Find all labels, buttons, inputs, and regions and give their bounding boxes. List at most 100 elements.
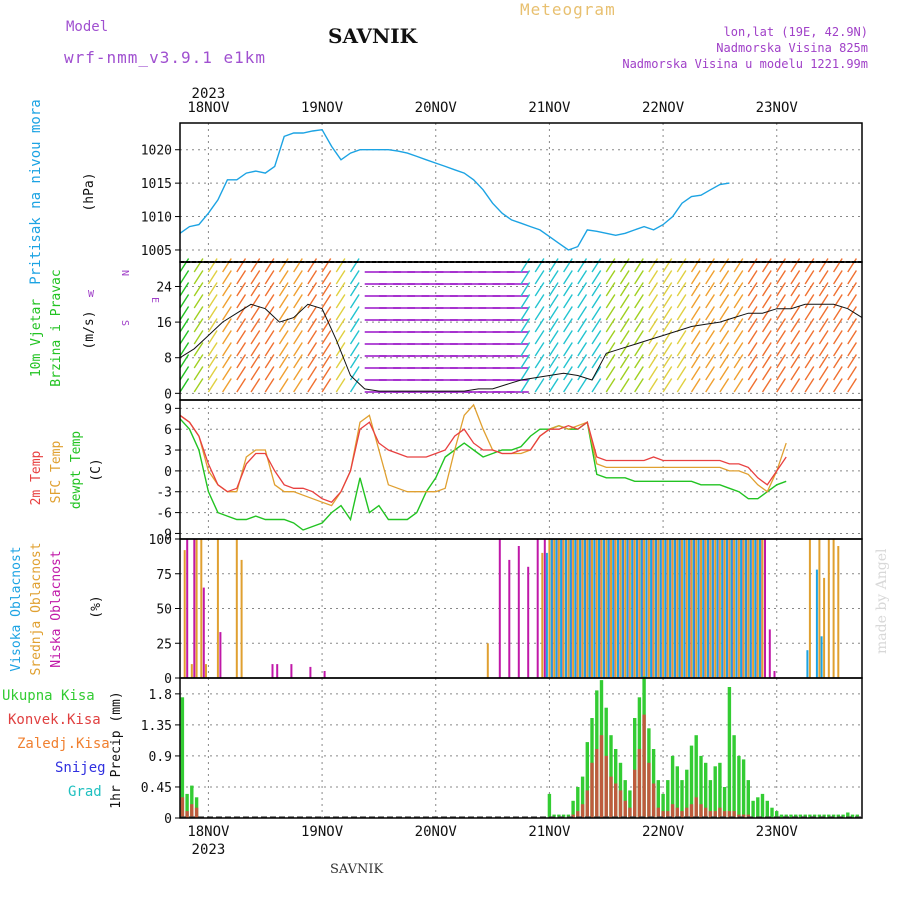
- wind-barb: [676, 366, 687, 381]
- wind-barb: [307, 330, 318, 345]
- wind-barb: [619, 258, 630, 273]
- wind-barb: [719, 366, 730, 381]
- wind-barb: [790, 318, 801, 333]
- mid-cloud-bar: [633, 539, 636, 678]
- wind-barb: [591, 294, 602, 309]
- total-precip-bar: [732, 735, 736, 818]
- total-precip-bar: [566, 814, 571, 818]
- high-cloud-bar: [697, 539, 700, 678]
- wind-barb: [648, 330, 659, 345]
- wind-barb: [563, 282, 573, 297]
- low-cloud-bar: [309, 666, 312, 678]
- mid-cloud-bar: [240, 559, 243, 678]
- wind-barb: [790, 378, 801, 393]
- wind-barb: [832, 282, 843, 297]
- wind-barb: [179, 306, 190, 321]
- wind-barb: [563, 270, 573, 285]
- wind-barb: [293, 378, 303, 393]
- wind-barb: [236, 258, 247, 273]
- low-cloud-bar: [219, 632, 222, 678]
- wind-barb: [832, 330, 843, 345]
- low-cloud-bar: [543, 539, 546, 678]
- wind-barb: [705, 318, 715, 333]
- convective-precip-bar: [190, 804, 194, 818]
- total-precip-bar: [713, 766, 717, 818]
- wind-barb: [207, 282, 218, 297]
- convective-precip-bar: [699, 804, 703, 818]
- total-precip-bar: [789, 814, 793, 818]
- wind-barb: [335, 318, 346, 333]
- y-tick-label: 24: [156, 280, 172, 295]
- convective-precip-bar: [680, 811, 684, 818]
- total-precip-bar: [760, 793, 765, 818]
- pressure-ylabel: Pritisak na nivou mora: [28, 99, 44, 284]
- wind-barb: [719, 282, 730, 297]
- low-cloud-bar: [764, 539, 766, 678]
- wind-barb: [534, 258, 545, 273]
- wind-barb: [605, 342, 616, 357]
- wind-barb: [236, 270, 247, 285]
- wind-barb: [719, 258, 730, 273]
- wind-barb: [179, 294, 190, 309]
- wind-barb: [634, 342, 644, 357]
- mid-cloud-bar: [718, 539, 721, 678]
- mid-cloud-bar: [190, 664, 193, 678]
- cloud-mid-ylabel: Srednja Oblacnost: [29, 542, 44, 675]
- wind-barb: [193, 306, 204, 321]
- low-cloud-bar: [276, 664, 279, 678]
- wind-barb: [236, 354, 247, 369]
- wind-barb: [222, 330, 232, 345]
- precip-legend-item: Zaledj.Kisa: [17, 736, 110, 752]
- wind-barb: [264, 282, 275, 297]
- mid-cloud-bar: [581, 539, 584, 678]
- wind-barb: [222, 318, 232, 333]
- wind-barb: [207, 354, 218, 369]
- sfc-temp-line: [179, 403, 787, 507]
- high-cloud-bar: [564, 539, 567, 678]
- wind-barb: [278, 354, 289, 369]
- low-cloud-bar: [323, 671, 326, 678]
- wind-barb: [690, 318, 701, 333]
- wind-barb: [250, 258, 261, 273]
- wind-barb: [548, 258, 559, 273]
- wind-barb: [591, 330, 602, 345]
- high-cloud-bar: [560, 539, 563, 678]
- wind-barb: [236, 282, 247, 297]
- wind-barb: [236, 294, 247, 309]
- total-precip-bar: [846, 812, 850, 818]
- wind-barb: [690, 294, 701, 309]
- convective-precip-bar: [704, 807, 708, 818]
- convective-precip-bar: [609, 776, 613, 818]
- wind-barb: [761, 282, 772, 297]
- y-tick-label: 0.45: [141, 781, 172, 796]
- mid-cloud-bar: [808, 539, 811, 678]
- high-cloud-bar: [654, 539, 657, 678]
- convective-precip-bar: [642, 714, 646, 818]
- y-tick-label: -3: [156, 486, 172, 501]
- wind-barb: [278, 282, 289, 297]
- time-label-bottom: 21NOV: [528, 824, 571, 840]
- total-precip-bar: [827, 814, 831, 818]
- wind-barb: [747, 270, 758, 285]
- wind-unit-label: (m/s): [82, 310, 97, 349]
- wind-barb: [520, 258, 531, 273]
- wind-barb: [321, 282, 332, 297]
- wind-barb: [534, 354, 545, 369]
- wind-barb: [520, 270, 531, 285]
- wind-barb: [321, 366, 332, 381]
- high-cloud-bar: [588, 539, 591, 678]
- total-precip-bar: [561, 814, 566, 818]
- total-precip-bar: [576, 787, 580, 818]
- y-tick-label: 100: [149, 533, 172, 548]
- wind-barb: [705, 330, 715, 345]
- mid-cloud-bar: [195, 539, 198, 678]
- mid-cloud-bar: [614, 539, 617, 678]
- time-label-bottom: 20NOV: [415, 824, 458, 840]
- convective-precip-bar: [670, 804, 675, 818]
- wind-barb: [847, 342, 857, 357]
- wind-barb: [804, 270, 815, 285]
- mid-cloud-bar: [600, 539, 603, 678]
- convective-precip-bar: [713, 811, 717, 818]
- convective-precip-bar: [651, 783, 656, 818]
- low-cloud-bar: [768, 629, 771, 678]
